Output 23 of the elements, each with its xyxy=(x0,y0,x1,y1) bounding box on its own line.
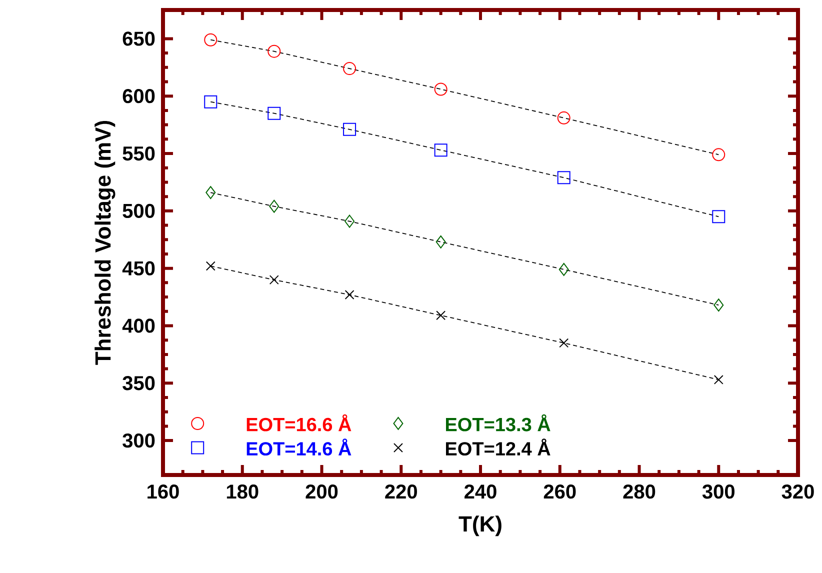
legend-label: EOT=14.6 Å xyxy=(246,438,352,456)
x-axis-title: T(K) xyxy=(458,516,502,536)
y-tick-label: 650 xyxy=(122,32,155,46)
y-tick-label: 550 xyxy=(122,146,155,161)
legend-label: EOT=12.4 Å xyxy=(446,438,550,456)
y-tick-label: 300 xyxy=(122,433,155,448)
y-axis-title: Threshold Voltage (mV) xyxy=(94,120,116,365)
x-tick-label: 220 xyxy=(385,484,417,499)
y-tick-label: 600 xyxy=(122,89,155,104)
y-tick-label: 500 xyxy=(122,204,155,218)
x-tick-label: 280 xyxy=(623,484,656,499)
y-tick-label: 450 xyxy=(122,261,155,276)
x-tick-label: 200 xyxy=(306,484,338,499)
legend-label: EOT=16.6 Å xyxy=(246,414,352,432)
legend-label: EOT=13.3 Å xyxy=(446,414,550,432)
x-tick-label: 160 xyxy=(148,484,179,499)
y-tick-label: 400 xyxy=(122,318,155,333)
x-tick-label: 260 xyxy=(544,484,576,499)
x-tick-label: 240 xyxy=(464,484,496,499)
x-tick-label: 320 xyxy=(782,484,814,499)
x-tick-label: 180 xyxy=(226,484,258,499)
y-tick-label: 350 xyxy=(122,376,155,390)
x-tick-label: 300 xyxy=(702,484,734,499)
